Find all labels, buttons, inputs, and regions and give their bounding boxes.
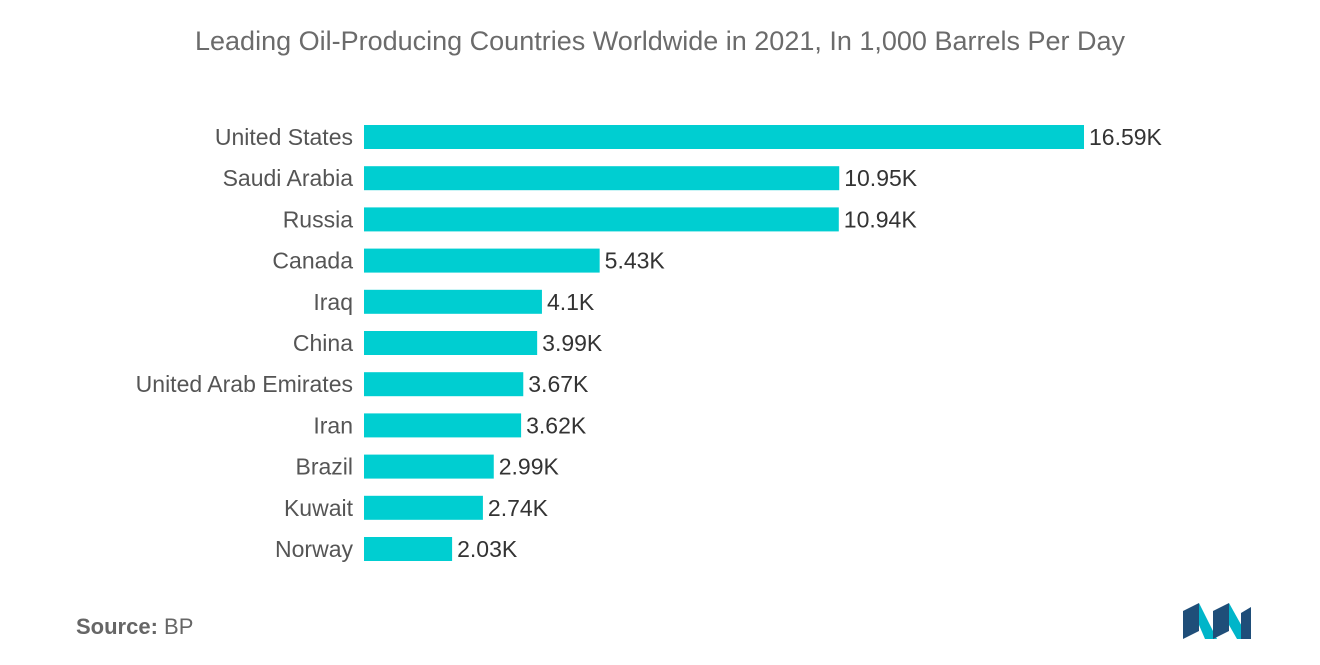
source-value: BP [164,614,194,639]
bar [364,495,483,520]
bar [364,454,494,479]
category-label: China [293,330,353,356]
data-label: 16.59K [1089,124,1163,150]
mordor-logo-icon [1183,603,1251,639]
category-label: Brazil [295,454,353,480]
bar [364,413,522,438]
category-label: Saudi Arabia [223,165,354,191]
bar [364,289,542,314]
data-label: 10.94K [844,206,918,232]
source-label: Source: [76,614,158,639]
bar [364,166,840,191]
category-label: Iraq [313,289,353,315]
data-label: 3.67K [528,371,589,397]
data-label: 3.62K [526,412,587,438]
data-label: 2.74K [488,495,549,521]
bar [364,248,600,273]
category-label: United Arab Emirates [136,371,353,397]
bars-layer: United States 16.59K Saudi Arabia 10.95K Rus… [136,124,1163,562]
category-label: United States [215,124,353,150]
data-label: 3.99K [542,330,603,356]
category-label: Iran [313,412,353,438]
data-label: 5.43K [605,248,666,274]
bar [364,372,524,397]
data-label: 10.95K [844,165,918,191]
category-label: Norway [275,536,353,562]
bar [364,331,538,355]
bar-chart: United States 16.59K Saudi Arabia 10.95K Rus… [136,124,1163,562]
chart-title: Leading Oil-Producing Countries Worldwid… [195,26,1125,56]
category-label: Canada [272,248,353,274]
source-note: Source: BP [76,614,193,640]
category-label: Kuwait [284,495,354,521]
data-label: 4.1K [547,289,595,315]
bar [364,537,453,561]
bar [364,125,1084,149]
category-label: Russia [283,206,354,232]
bar [364,207,839,232]
data-label: 2.03K [457,536,518,562]
data-label: 2.99K [499,454,560,480]
